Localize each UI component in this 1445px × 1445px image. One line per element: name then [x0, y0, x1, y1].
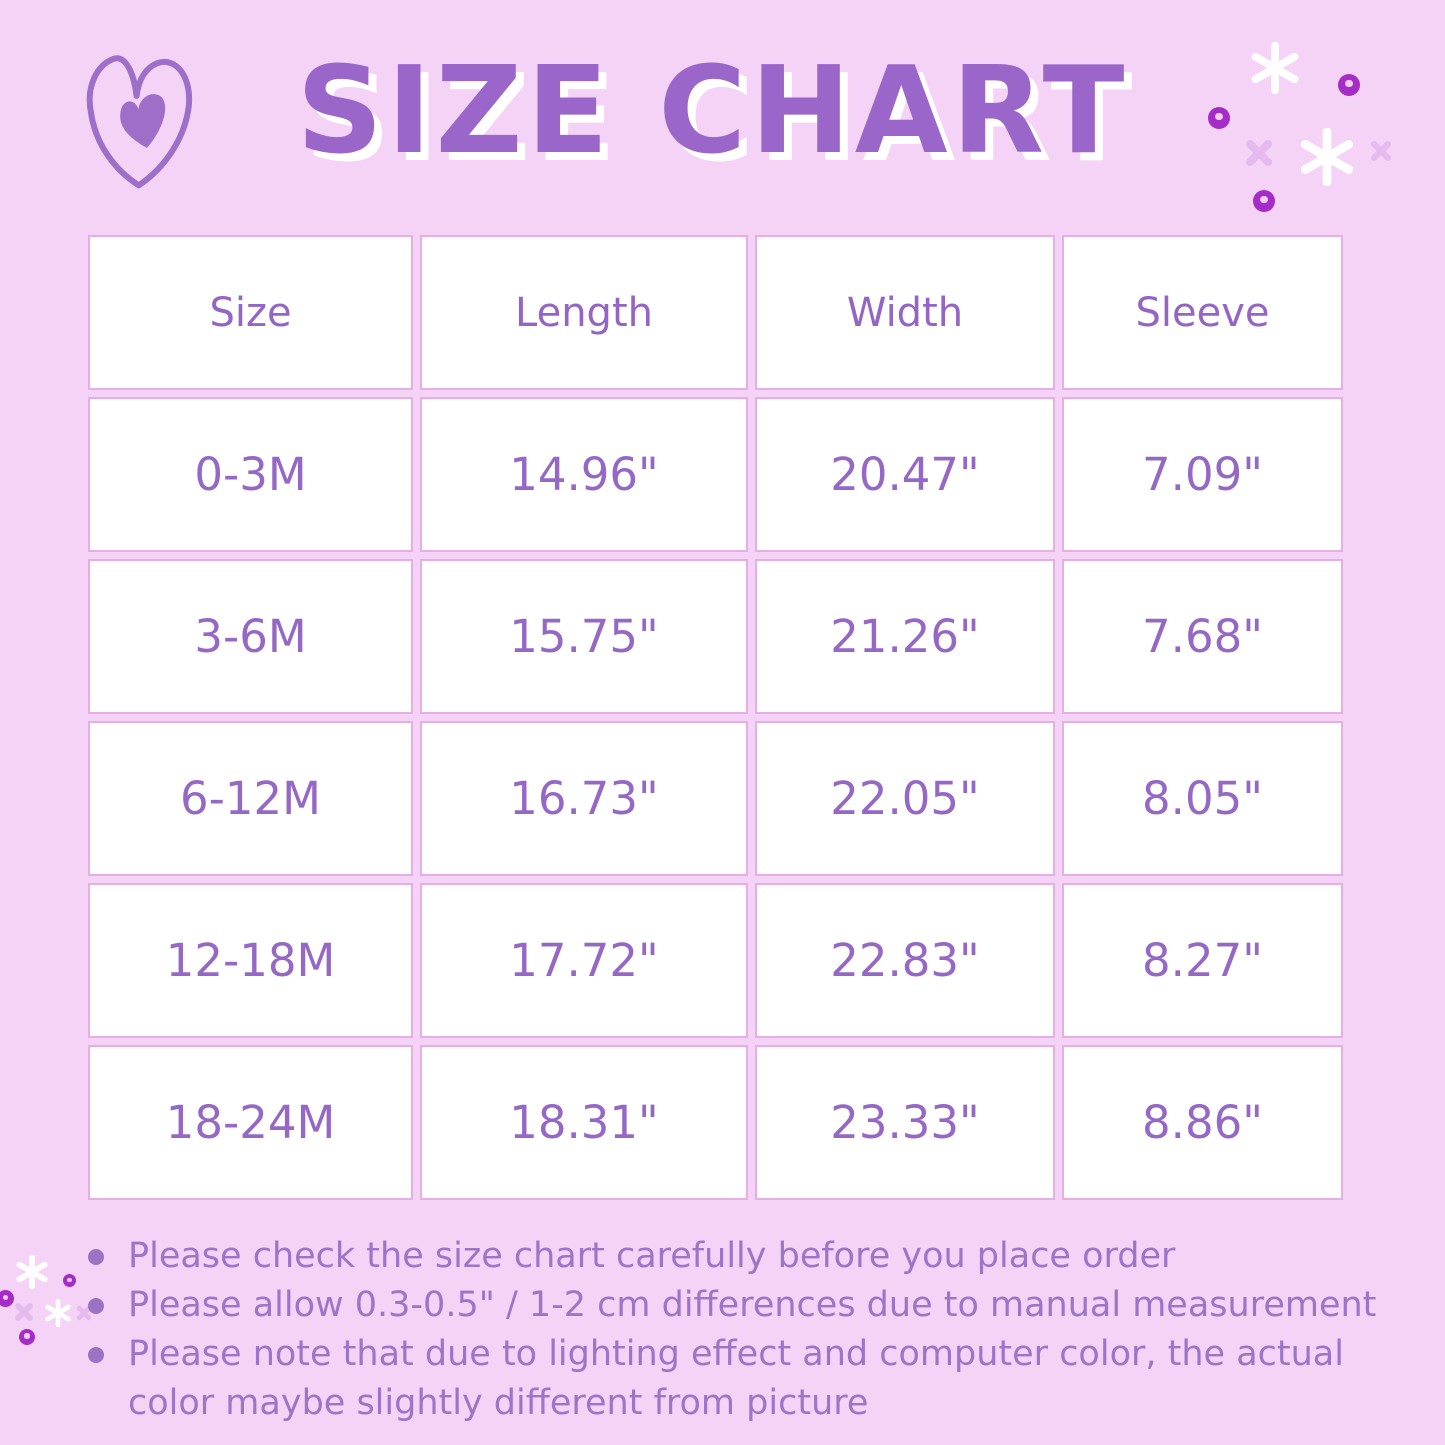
note-text: Please note that due to lighting effect …: [128, 1334, 1344, 1423]
table-cell-sleeve: 8.86": [1062, 1045, 1343, 1200]
note-text: Please check the size chart carefully be…: [128, 1236, 1176, 1276]
column-header-size: Size: [88, 235, 413, 390]
sparkle-x-icon: [15, 1303, 33, 1321]
bullet-icon: [88, 1298, 104, 1314]
table-cell-width: 22.05": [755, 721, 1055, 876]
table-cell-size: 3-6M: [88, 559, 413, 714]
table-cell-length: 16.73": [420, 721, 748, 876]
column-header-length: Length: [420, 235, 748, 390]
table-cell-sleeve: 7.68": [1062, 559, 1343, 714]
sparkle-dot-icon: [63, 1274, 76, 1287]
table-cell-width: 22.83": [755, 883, 1055, 1038]
table-cell-size: 18-24M: [88, 1045, 413, 1200]
bullet-icon: [88, 1249, 104, 1265]
sparkle-x-icon: [1245, 139, 1273, 167]
table-cell-width: 20.47": [755, 397, 1055, 552]
bullet-icon: [88, 1347, 104, 1363]
sparkle-dot-icon: [1208, 107, 1230, 129]
sparkle-dot-icon: [0, 1290, 14, 1307]
table-cell-width: 23.33": [755, 1045, 1055, 1200]
sparkle-dot-icon: [19, 1329, 35, 1345]
table-cell-sleeve: 8.27": [1062, 883, 1343, 1038]
table-cell-length: 15.75": [420, 559, 748, 714]
note-text: Please allow 0.3-0.5" / 1-2 cm differenc…: [128, 1285, 1377, 1325]
list-item: Please allow 0.3-0.5" / 1-2 cm differenc…: [88, 1281, 1398, 1330]
page-title: SIZE CHART: [296, 42, 1129, 181]
table-cell-width: 21.26": [755, 559, 1055, 714]
sparkle-dot-icon: [1338, 74, 1360, 96]
table-cell-sleeve: 8.05": [1062, 721, 1343, 876]
sparkle-star-icon: [1251, 42, 1299, 94]
table-cell-length: 14.96": [420, 397, 748, 552]
list-item: Please check the size chart carefully be…: [88, 1232, 1398, 1281]
column-header-sleeve: Sleeve: [1062, 235, 1343, 390]
sparkle-star-icon: [16, 1255, 48, 1289]
table-cell-sleeve: 7.09": [1062, 397, 1343, 552]
table-cell-size: 6-12M: [88, 721, 413, 876]
heart-doodle-icon: [82, 50, 202, 192]
table-cell-size: 0-3M: [88, 397, 413, 552]
table-cell-length: 17.72": [420, 883, 748, 1038]
sparkle-star-icon: [45, 1299, 71, 1327]
notes-list: Please check the size chart carefully be…: [88, 1232, 1398, 1428]
sparkle-x-icon: [76, 1305, 92, 1321]
list-item: Please note that due to lighting effect …: [88, 1330, 1398, 1428]
sparkle-dot-icon: [1253, 190, 1275, 212]
column-header-width: Width: [755, 235, 1055, 390]
sparkle-star-icon: [1300, 128, 1354, 186]
sparkle-x-icon: [1371, 141, 1391, 161]
table-cell-length: 18.31": [420, 1045, 748, 1200]
table-cell-size: 12-18M: [88, 883, 413, 1038]
size-chart-table: Size Length Width Sleeve 0-3M 14.96" 20.…: [88, 235, 1343, 1200]
